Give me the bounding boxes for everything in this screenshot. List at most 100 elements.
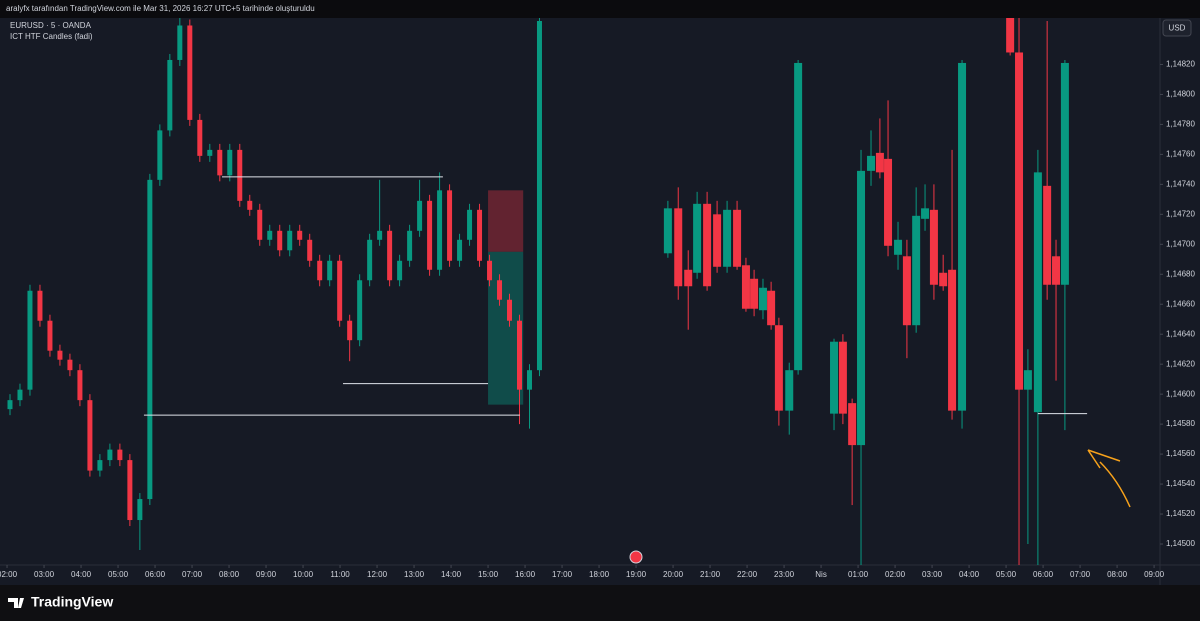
candle-body (848, 403, 857, 446)
candle-body (317, 260, 323, 281)
candle-body (723, 209, 732, 267)
candle-body (477, 209, 483, 261)
candle-body (733, 209, 742, 267)
x-tick-label: 18:00 (589, 570, 610, 579)
candle-body (948, 269, 957, 411)
x-tick-label: 02:00 (0, 570, 18, 579)
x-tick-label: 04:00 (71, 570, 92, 579)
candle-body (958, 62, 967, 411)
y-tick-label: 1,14520 (1166, 509, 1195, 518)
x-tick-label: 16:00 (515, 570, 536, 579)
x-tick-label: 05:00 (108, 570, 129, 579)
candle-body (741, 265, 750, 309)
candle-body (107, 449, 113, 461)
candle-body (427, 200, 433, 270)
x-tick-label: 10:00 (293, 570, 314, 579)
x-tick-label: 08:00 (1107, 570, 1128, 579)
candle-body (7, 400, 13, 410)
candle-body (97, 460, 103, 471)
candle-body (27, 290, 33, 390)
x-tick-label: 01:00 (848, 570, 869, 579)
y-tick-label: 1,14680 (1166, 269, 1195, 278)
candle-body (750, 278, 759, 309)
x-tick-label: 14:00 (441, 570, 462, 579)
candle-body (277, 230, 283, 251)
x-tick-label: 09:00 (1144, 570, 1165, 579)
x-tick-label: 06:00 (145, 570, 166, 579)
brand[interactable]: TradingView (31, 594, 113, 610)
x-tick-label: 17:00 (552, 570, 573, 579)
candle-body (884, 158, 893, 246)
candle-body (267, 230, 273, 240)
candle-body (397, 260, 403, 281)
y-tick-label: 1,14580 (1166, 419, 1195, 428)
candle-body (157, 130, 163, 180)
x-tick-label: 03:00 (922, 570, 943, 579)
candle-body (137, 499, 143, 521)
currency-box[interactable] (1162, 19, 1192, 37)
x-tick-label: 05:00 (996, 570, 1017, 579)
y-tick-label: 1,14500 (1166, 539, 1195, 548)
candle-body (1043, 185, 1052, 285)
indicator: ICT HTF Candles (fadi) (10, 32, 93, 41)
candle-body (1033, 172, 1042, 413)
x-tick-label: 22:00 (737, 570, 758, 579)
candle-body (497, 280, 503, 300)
candle-body (287, 230, 293, 251)
candle-body (785, 370, 794, 411)
candle-body (167, 59, 173, 131)
candle-body (684, 269, 693, 287)
x-tick-label: 06:00 (1033, 570, 1054, 579)
x-tick-label: 03:00 (34, 570, 55, 579)
x-tick-label: 09:00 (256, 570, 277, 579)
candle-body (117, 449, 123, 461)
candle-body (921, 208, 930, 219)
candle-body (902, 256, 911, 326)
stop-zone (488, 190, 524, 252)
x-tick-label: Nis (815, 570, 827, 579)
candle-body (37, 290, 43, 321)
candle-body (357, 280, 363, 341)
x-tick-label: 21:00 (700, 570, 721, 579)
candle-body (207, 149, 213, 156)
y-tick-label: 1,14640 (1166, 329, 1195, 338)
candle-body (177, 25, 183, 60)
y-tick-label: 1,14540 (1166, 479, 1195, 488)
currency[interactable]: USD (1169, 24, 1186, 33)
x-tick-label: 19:00 (626, 570, 647, 579)
x-tick-label: 08:00 (219, 570, 240, 579)
candle-body (1006, 18, 1015, 53)
candle-body (507, 299, 513, 321)
candle-body (517, 320, 523, 390)
candle-body (407, 230, 413, 261)
candle-body (674, 208, 683, 287)
candle-body (939, 272, 948, 287)
x-tick-label: 11:00 (330, 570, 350, 579)
y-tick-label: 1,14780 (1166, 120, 1195, 129)
x-tick-label: 04:00 (959, 570, 980, 579)
y-tick-label: 1,14700 (1166, 239, 1195, 248)
x-tick-label: 07:00 (182, 570, 203, 579)
candle-body (237, 149, 243, 201)
brand-logo[interactable] (8, 598, 24, 608)
y-tick-label: 1,14760 (1166, 149, 1195, 158)
event-icon[interactable] (629, 550, 643, 564)
x-tick-label: 15:00 (478, 570, 499, 579)
candle-body (327, 260, 333, 281)
candle-body (767, 290, 776, 326)
y-tick-label: 1,14600 (1166, 389, 1195, 398)
candle-body (1052, 256, 1061, 285)
candle-body (758, 287, 767, 311)
y-tick-label: 1,14560 (1166, 449, 1195, 458)
plot (7, 18, 1088, 565)
candle-body (77, 370, 83, 401)
candle-body (929, 209, 938, 285)
caption: aralyfx tarafından TradingView.com ile M… (6, 4, 315, 13)
annotation-arrow (1087, 449, 1131, 508)
candle-body (347, 320, 353, 341)
x-tick-label: 20:00 (663, 570, 684, 579)
candle-body (1015, 52, 1024, 390)
y-tick-label: 1,14740 (1166, 179, 1195, 188)
x-tick-label: 12:00 (367, 570, 388, 579)
